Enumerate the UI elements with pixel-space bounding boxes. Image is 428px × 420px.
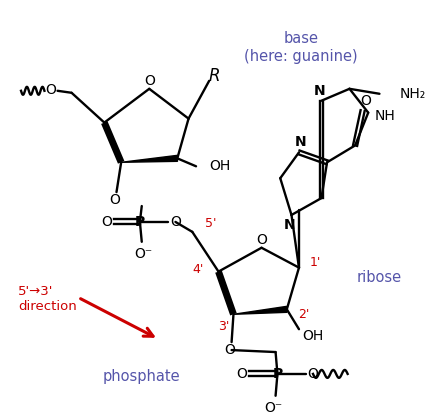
Text: O: O [256, 233, 267, 247]
Text: O: O [360, 94, 371, 108]
Text: 4': 4' [192, 263, 204, 276]
Text: N: N [295, 135, 306, 150]
Text: O: O [236, 367, 247, 381]
Text: phosphate: phosphate [102, 369, 180, 384]
Text: O: O [308, 367, 318, 381]
Text: O⁻: O⁻ [265, 401, 283, 415]
Text: O⁻: O⁻ [134, 247, 153, 261]
Text: NH₂: NH₂ [400, 87, 426, 101]
Text: OH: OH [209, 159, 230, 173]
Text: O: O [101, 215, 112, 229]
Text: P: P [135, 215, 145, 229]
Text: R: R [208, 67, 220, 85]
Text: O: O [170, 215, 181, 229]
Text: N: N [314, 84, 325, 98]
Text: O: O [45, 83, 56, 97]
Polygon shape [233, 306, 287, 314]
Text: 5'→3'
direction: 5'→3' direction [18, 284, 77, 312]
Text: 3': 3' [218, 320, 230, 333]
Text: O: O [144, 74, 155, 88]
Text: P: P [272, 367, 282, 381]
Polygon shape [121, 155, 178, 162]
Text: base
(here: guanine): base (here: guanine) [244, 31, 358, 63]
Text: 2': 2' [298, 308, 309, 321]
Text: 1': 1' [310, 256, 321, 269]
Text: O: O [224, 343, 235, 357]
Text: OH: OH [303, 329, 324, 343]
Text: N: N [284, 218, 295, 232]
Text: ribose: ribose [357, 270, 402, 285]
Text: NH: NH [374, 109, 395, 123]
Text: 5': 5' [205, 218, 217, 231]
Text: O: O [109, 193, 120, 207]
